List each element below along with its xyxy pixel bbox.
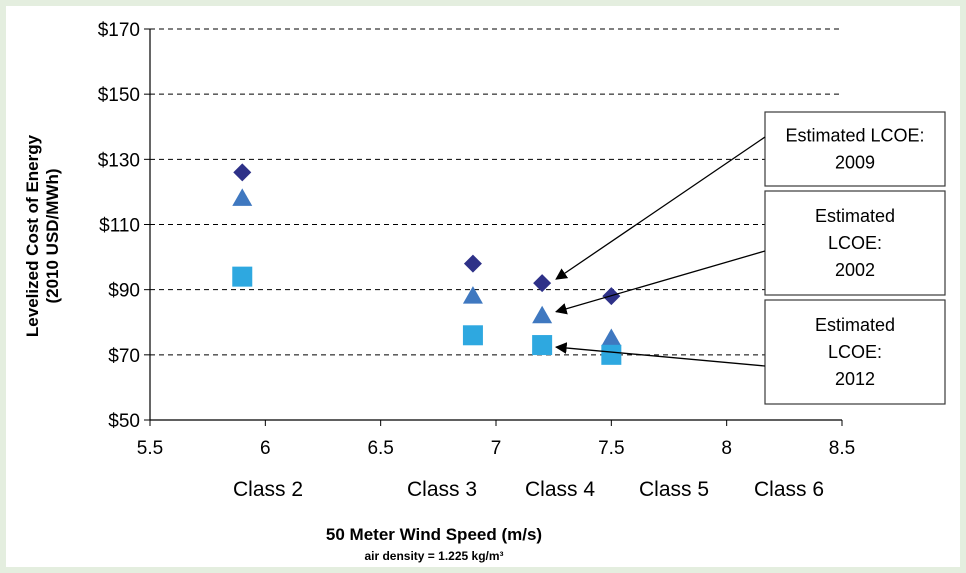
callout-arrow [555, 250, 766, 315]
callout-rect [764, 299, 946, 405]
y-tick-label: $170 [98, 20, 140, 41]
callout-line: 2012 [835, 369, 875, 389]
callout-line: Estimated [815, 206, 895, 226]
x-tick-label: 6.5 [367, 438, 393, 459]
x-tick-label: 6 [260, 438, 271, 459]
callout-rect [764, 111, 946, 187]
chart-figure: $50 $70 $90 $110 $130 $150 $170 5.5 6 6.5 7 7.5 8 8.… [6, 6, 960, 567]
y-axis-title-line1: Levelized Cost of Energy [23, 134, 42, 337]
callout-box: Estimated LCOE: 2009 [764, 111, 946, 187]
callout-arrow [555, 136, 766, 280]
callout-line: 2002 [835, 260, 875, 280]
x-tick-labels: 5.5 6 6.5 7 7.5 8 8.5 [137, 438, 855, 459]
wind-class-label: Class 2 [233, 478, 303, 501]
point-triangle [232, 188, 253, 206]
x-tick-label: 7.5 [598, 438, 624, 459]
point-triangle [462, 286, 483, 304]
point-diamond [233, 163, 252, 182]
x-tick-label: 7 [491, 438, 502, 459]
point-triangle [532, 305, 553, 324]
point-triangle [601, 328, 622, 347]
point-square [232, 266, 253, 287]
y-tick-label: $90 [108, 281, 140, 302]
y-tick-label: $150 [98, 85, 140, 106]
x-tick-label: 8.5 [829, 438, 855, 459]
x-tick-label: 8 [721, 438, 732, 459]
gridlines [150, 28, 842, 356]
y-tick-labels: $50 $70 $90 $110 $130 $150 $170 [98, 20, 140, 432]
x-axis-title: 50 Meter Wind Speed (m/s) [326, 525, 542, 544]
wind-class-label: Class 3 [407, 478, 477, 501]
callout-arrows [554, 136, 766, 367]
y-tick-label: $50 [108, 411, 140, 432]
data-points [232, 163, 622, 365]
y-tick-label: $70 [108, 346, 140, 367]
callout-line: LCOE: [828, 233, 882, 253]
point-square [462, 325, 483, 346]
point-square [532, 335, 553, 356]
wind-class-label: Class 4 [525, 478, 595, 501]
y-tick-label: $130 [98, 150, 140, 171]
point-square [601, 344, 622, 365]
callout-arrow [554, 342, 766, 367]
wind-class-label: Class 6 [754, 478, 824, 501]
wind-class-labels: Class 2 Class 3 Class 4 Class 5 Class 6 [233, 478, 824, 501]
scatter-chart: $50 $70 $90 $110 $130 $150 $170 5.5 6 6.5 7 7.5 8 8.… [23, 20, 946, 563]
x-axis-note: air density = 1.225 kg/m³ [364, 549, 503, 563]
point-diamond [463, 254, 482, 273]
axes [144, 28, 843, 426]
wind-class-label: Class 5 [639, 478, 709, 501]
callout-line: LCOE: [828, 342, 882, 362]
y-tick-label: $110 [99, 216, 140, 237]
y-axis-title-line2: (2010 USD/MWh) [43, 168, 62, 303]
callout-line: 2009 [835, 153, 875, 173]
x-tick-label: 5.5 [137, 438, 163, 459]
callout-box: Estimated LCOE: 2002 [764, 190, 946, 296]
callouts: Estimated LCOE:2009EstimatedLCOE:2002Est… [764, 111, 946, 405]
callout-rect [764, 190, 946, 296]
point-diamond [533, 274, 552, 293]
callout-line: Estimated [815, 315, 895, 335]
callout-line: Estimated LCOE: [785, 126, 924, 146]
callout-box: Estimated LCOE: 2012 [764, 299, 946, 405]
